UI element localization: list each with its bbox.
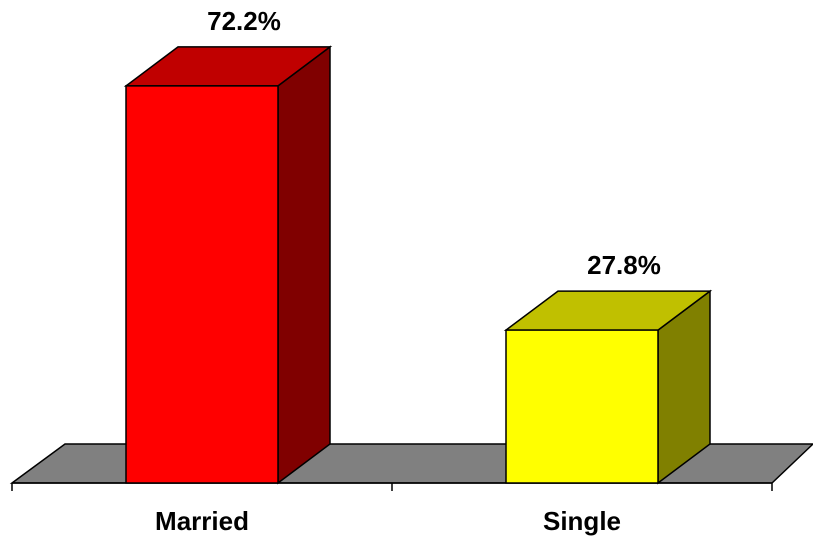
value-label: 72.2% [207, 6, 281, 36]
x-tick-label: Single [543, 506, 621, 536]
bar-side [277, 45, 331, 485]
value-label: 27.8% [587, 250, 661, 280]
bar [125, 85, 279, 484]
x-tick-label: Married [155, 506, 249, 536]
bar [505, 329, 659, 484]
